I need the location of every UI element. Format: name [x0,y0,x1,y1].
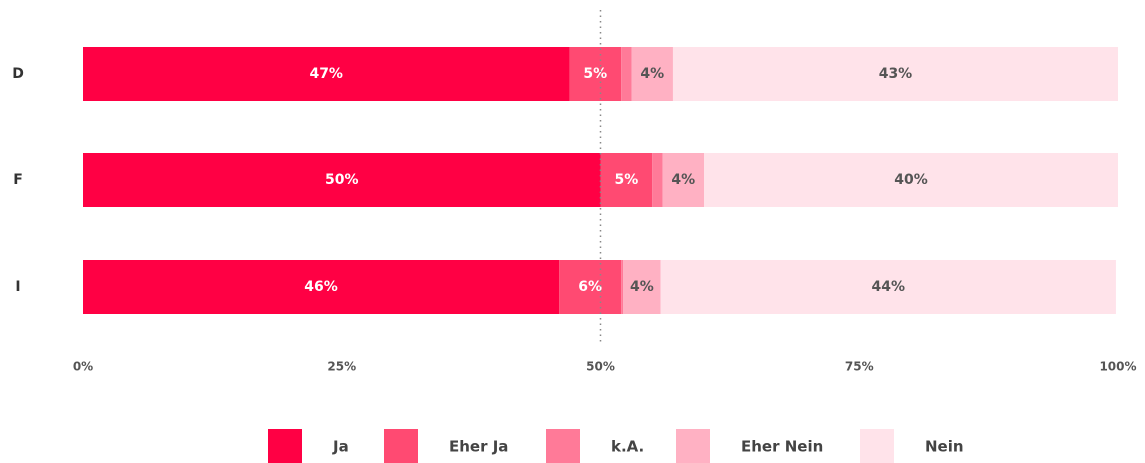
bar-segment [631,47,673,101]
bar-segment [621,260,624,314]
x-tick-label: 50% [586,360,615,374]
bar-segment [621,47,632,101]
bar-segment [623,260,661,314]
legend-label: Nein [925,438,964,456]
x-tick-label: 75% [845,360,874,374]
data-label: 5% [583,66,607,82]
legend-swatch [268,429,302,463]
bar-segment [660,260,1116,314]
bar-segment [662,153,704,207]
x-tick-label: 25% [327,360,356,374]
y-tick-label: F [13,172,23,188]
legend-label: k.A. [611,438,644,456]
legend-label: Eher Nein [741,438,823,456]
bar-segment [704,153,1118,207]
data-label: 6% [578,279,602,295]
bar-segment [600,153,653,207]
bar-segment [559,260,622,314]
legend-swatch [546,429,580,463]
data-label: 40% [894,172,928,188]
bar-segment [83,47,570,101]
bar-segment [672,47,1118,101]
legend-swatch [860,429,894,463]
data-label: 44% [871,279,905,295]
bar-segment [652,153,663,207]
data-label: 43% [879,66,913,82]
bar-segment [569,47,622,101]
legend-label: Eher Ja [449,438,508,456]
data-label: 5% [614,172,638,188]
data-label: 4% [630,279,654,295]
data-label: 50% [325,172,359,188]
bar-segment [83,153,601,207]
data-label: 46% [304,279,338,295]
legend-swatch [676,429,710,463]
x-tick-label: 100% [1099,360,1136,374]
data-label: 4% [640,66,664,82]
y-tick-label: D [12,66,24,82]
data-label: 4% [671,172,695,188]
legend-swatch [384,429,418,463]
legend-label: Ja [332,438,349,456]
y-tick-label: I [15,279,20,295]
data-label: 47% [309,66,343,82]
bar-segment [83,260,560,314]
x-tick-label: 0% [73,360,93,374]
